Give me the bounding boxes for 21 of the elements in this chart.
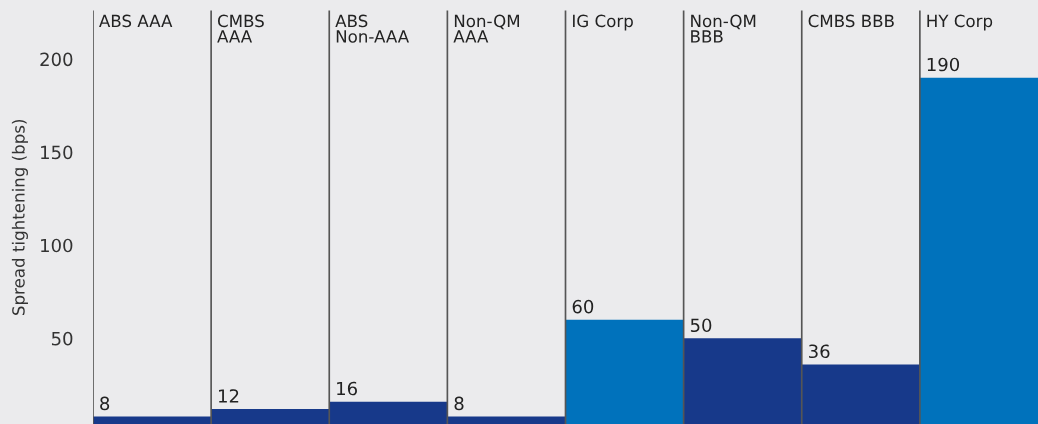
y-tick-label: 100: [41, 238, 73, 253]
y-tick-label: 200: [40, 52, 73, 67]
data-label: 16: [337, 381, 357, 396]
x-tick-label: CMBS AAA: [217, 14, 264, 43]
data-label: 8: [100, 396, 110, 411]
y-axis-title: Spread tightening (bps): [11, 119, 28, 315]
x-tick-label: Non-QM BBB: [691, 14, 756, 43]
x-tick-label: IG Corp: [573, 14, 633, 31]
x-tick-label: ABS Non-AAA: [335, 14, 410, 43]
x-tick-label: ABS AAA: [99, 14, 173, 28]
y-tick-label: 50: [51, 331, 73, 346]
data-label: 60: [572, 299, 594, 314]
x-tick-label: Non-QM AAA: [453, 14, 519, 43]
x-tick-label: CMBS BBB: [808, 14, 894, 28]
data-label: 36: [809, 344, 830, 359]
x-tick-label: HY Corp: [927, 14, 993, 31]
data-label: 8: [454, 396, 464, 411]
data-label: 50: [690, 318, 712, 333]
data-label: 12: [219, 389, 239, 403]
y-tick-label: 150: [41, 145, 73, 160]
data-label: 190: [927, 57, 960, 72]
